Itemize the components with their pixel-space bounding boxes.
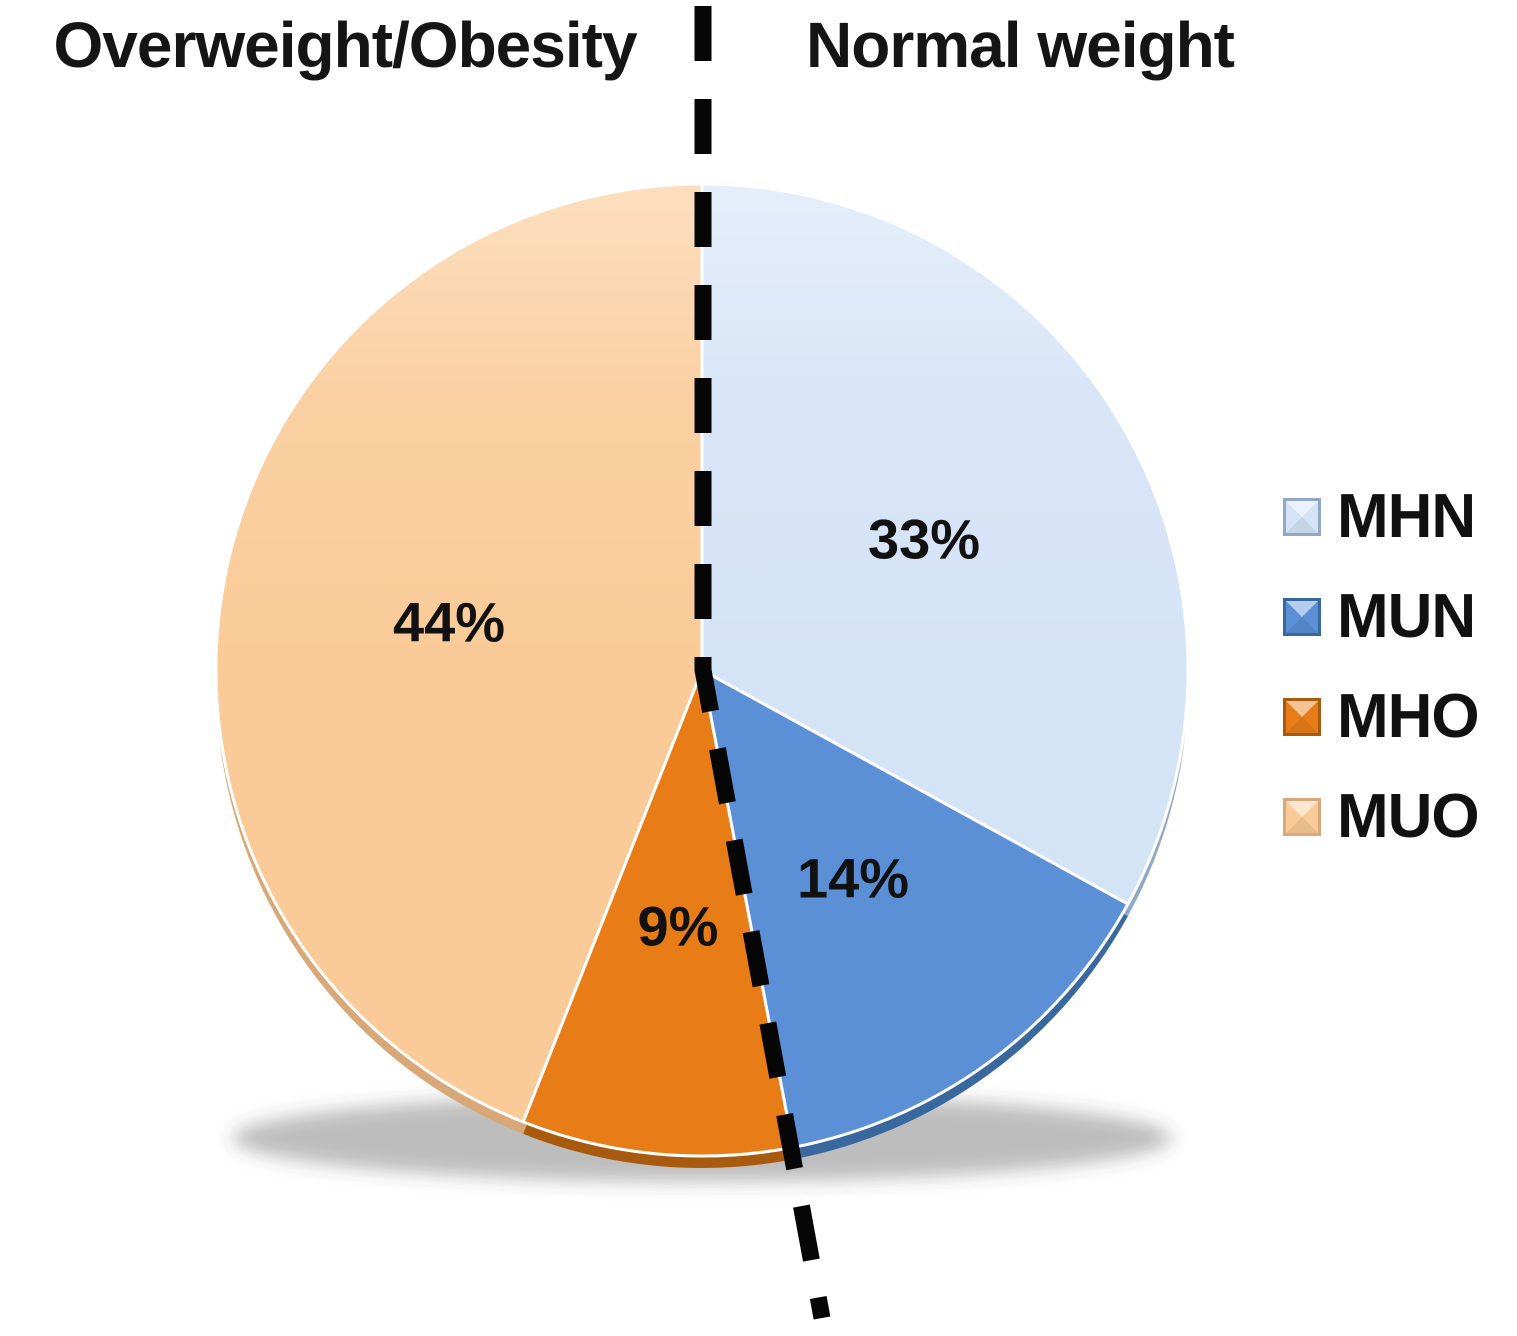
legend-item-mhn: MHN (1283, 482, 1479, 552)
legend-item-mun: MUN (1283, 582, 1479, 652)
legend-label-mun: MUN (1337, 582, 1476, 651)
group-label-normal-weight: Normal weight (806, 9, 1235, 81)
slice-value-label-mho: 9% (638, 895, 719, 958)
divider-dashed-line (694, 6, 831, 1320)
legend-marker-mun (1283, 598, 1321, 636)
legend-label-muo: MUO (1337, 782, 1480, 851)
slice-value-label-muo: 44% (393, 591, 505, 654)
legend-marker-mho (1283, 698, 1321, 736)
pie-slice-labels: 33% 14% 9% 44% (393, 508, 980, 958)
legend-marker-mhn (1283, 498, 1321, 536)
legend-label-mhn: MHN (1337, 482, 1476, 551)
legend-label-mho: MHO (1337, 682, 1480, 751)
slice-value-label-mhn: 33% (868, 508, 980, 571)
legend-item-muo: MUO (1283, 782, 1480, 852)
group-label-overweight-obesity: Overweight/Obesity (53, 9, 637, 81)
slice-value-label-mun: 14% (797, 847, 909, 910)
legend-marker-muo (1283, 798, 1321, 836)
legend: MHN MUN MHO MUO (1283, 482, 1480, 852)
legend-item-mho: MHO (1283, 682, 1480, 752)
